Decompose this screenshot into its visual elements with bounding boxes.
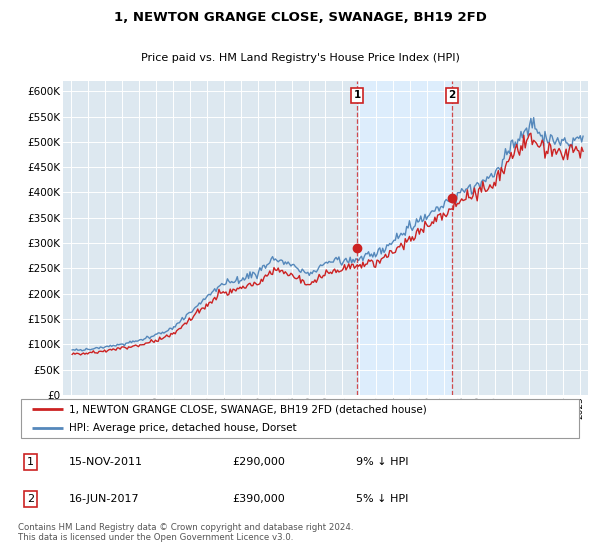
- Text: Contains HM Land Registry data © Crown copyright and database right 2024.
This d: Contains HM Land Registry data © Crown c…: [18, 523, 353, 542]
- Text: 15-NOV-2011: 15-NOV-2011: [69, 457, 143, 467]
- Text: 5% ↓ HPI: 5% ↓ HPI: [356, 494, 409, 504]
- Text: Price paid vs. HM Land Registry's House Price Index (HPI): Price paid vs. HM Land Registry's House …: [140, 53, 460, 63]
- Text: £290,000: £290,000: [232, 457, 285, 467]
- Text: 9% ↓ HPI: 9% ↓ HPI: [356, 457, 409, 467]
- Bar: [357, 81, 452, 395]
- Text: 16-JUN-2017: 16-JUN-2017: [69, 494, 139, 504]
- Text: 1: 1: [353, 90, 361, 100]
- Text: 1, NEWTON GRANGE CLOSE, SWANAGE, BH19 2FD (detached house): 1, NEWTON GRANGE CLOSE, SWANAGE, BH19 2F…: [69, 404, 427, 414]
- FancyBboxPatch shape: [21, 399, 578, 438]
- Text: 1: 1: [27, 457, 34, 467]
- Text: £390,000: £390,000: [232, 494, 285, 504]
- Text: HPI: Average price, detached house, Dorset: HPI: Average price, detached house, Dors…: [69, 423, 296, 433]
- Text: 1, NEWTON GRANGE CLOSE, SWANAGE, BH19 2FD: 1, NEWTON GRANGE CLOSE, SWANAGE, BH19 2F…: [113, 11, 487, 25]
- Text: 2: 2: [27, 494, 34, 504]
- Text: 2: 2: [448, 90, 455, 100]
